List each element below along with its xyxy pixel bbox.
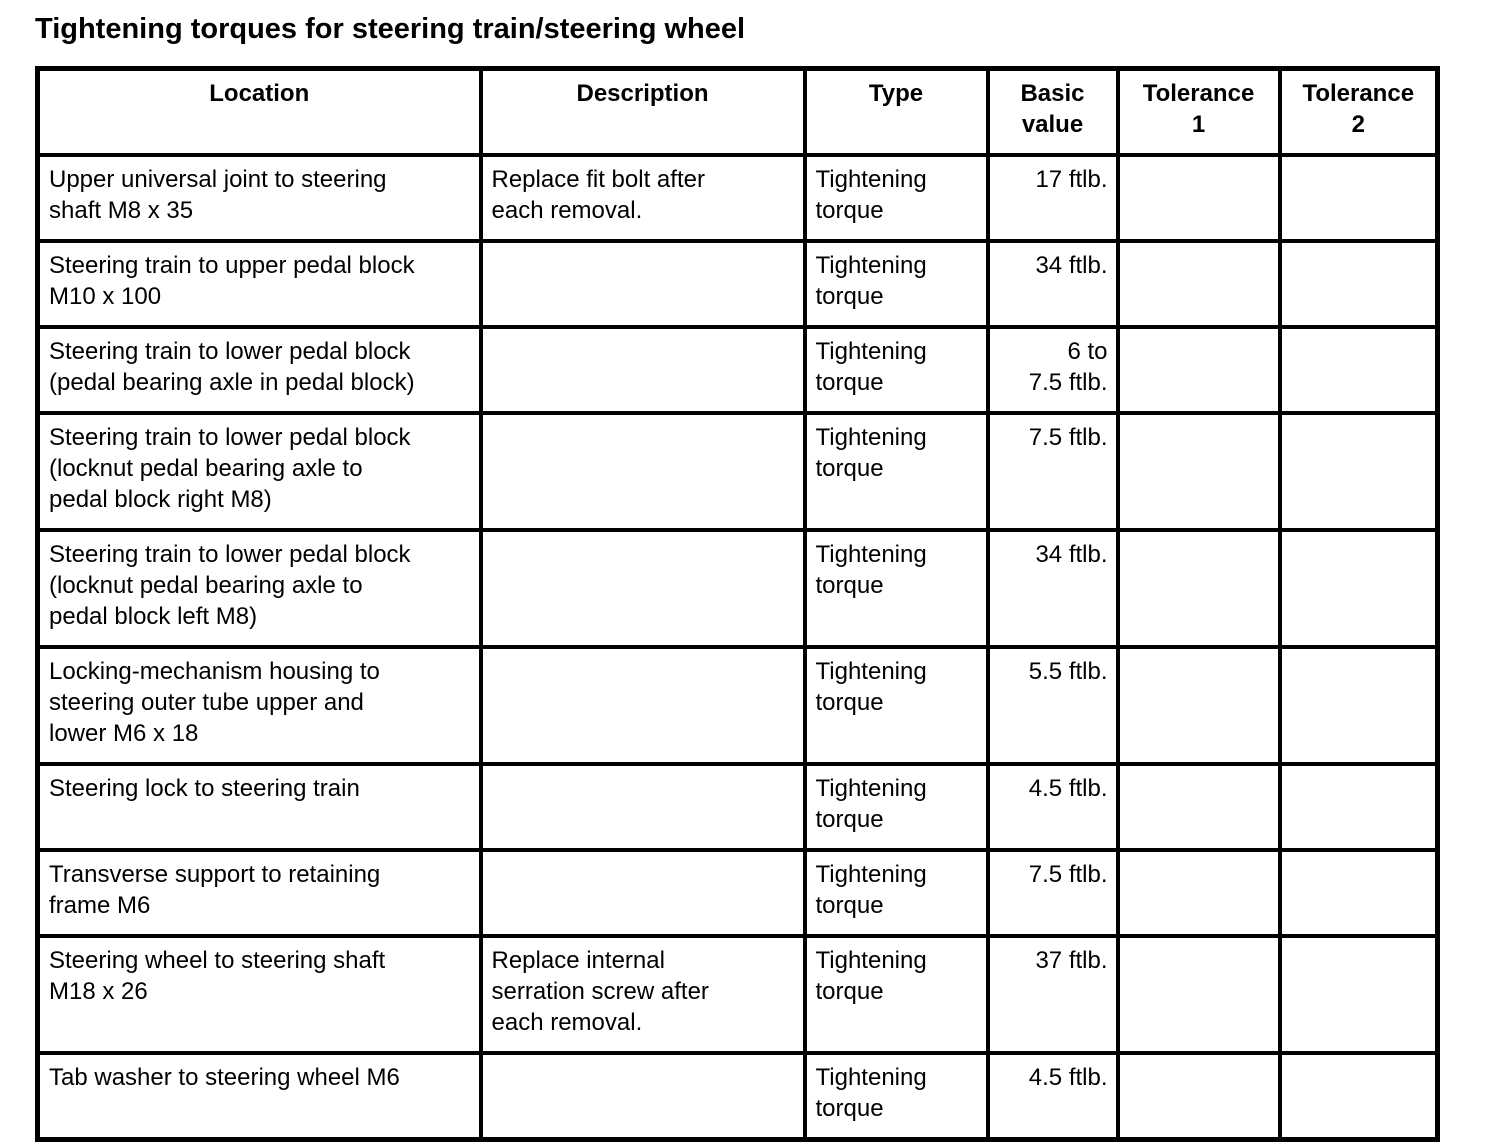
cell-description: [478, 761, 807, 852]
cell-type: Tightening torque: [802, 847, 990, 938]
cell-tolerance-2: [1277, 527, 1440, 649]
col-header-type: Type: [802, 66, 990, 157]
cell-type: Tightening torque: [802, 152, 990, 243]
table-row: Upper universal joint to steering shaft …: [35, 152, 1440, 243]
cell-tolerance-1: [1115, 644, 1282, 766]
cell-type: Tightening torque: [802, 324, 990, 415]
cell-type: Tightening torque: [802, 1050, 990, 1141]
cell-basic-value: 6 to 7.5 ftlb.: [985, 324, 1120, 415]
cell-tolerance-1: [1115, 527, 1282, 649]
cell-basic-value: 34 ftlb.: [985, 238, 1120, 329]
cell-type: Tightening torque: [802, 761, 990, 852]
cell-type: Tightening torque: [802, 238, 990, 329]
cell-basic-value: 4.5 ftlb.: [985, 1050, 1120, 1141]
cell-tolerance-2: [1277, 847, 1440, 938]
cell-tolerance-1: [1115, 152, 1282, 243]
cell-basic-value: 4.5 ftlb.: [985, 761, 1120, 852]
cell-basic-value: 7.5 ftlb.: [985, 847, 1120, 938]
table-row: Steering wheel to steering shaft M18 x 2…: [35, 933, 1440, 1055]
cell-tolerance-2: [1277, 1050, 1440, 1141]
cell-description: [478, 324, 807, 415]
cell-description: [478, 644, 807, 766]
cell-tolerance-1: [1115, 1050, 1282, 1141]
header-row: Location Description Type Basic value To…: [35, 66, 1440, 157]
cell-basic-value: 5.5 ftlb.: [985, 644, 1120, 766]
cell-description: [478, 410, 807, 532]
col-header-location: Location: [35, 66, 483, 157]
cell-tolerance-1: [1115, 761, 1282, 852]
cell-tolerance-1: [1115, 410, 1282, 532]
cell-location: Steering lock to steering train: [35, 761, 483, 852]
cell-tolerance-2: [1277, 644, 1440, 766]
cell-tolerance-1: [1115, 238, 1282, 329]
cell-basic-value: 37 ftlb.: [985, 933, 1120, 1055]
col-header-tolerance-2: Tolerance 2: [1277, 66, 1440, 157]
table-row: Tab washer to steering wheel M6 Tightenin…: [35, 1050, 1440, 1141]
cell-description: [478, 847, 807, 938]
cell-location: Steering train to lower pedal block (ped…: [35, 324, 483, 415]
cell-tolerance-1: [1115, 847, 1282, 938]
cell-tolerance-2: [1277, 410, 1440, 532]
table-row: Steering train to upper pedal block M10 …: [35, 238, 1440, 329]
cell-type: Tightening torque: [802, 933, 990, 1055]
cell-description: Replace fit bolt after each removal.: [478, 152, 807, 243]
cell-tolerance-1: [1115, 324, 1282, 415]
cell-location: Steering train to upper pedal block M10 …: [35, 238, 483, 329]
cell-tolerance-2: [1277, 761, 1440, 852]
cell-location: Upper universal joint to steering shaft …: [35, 152, 483, 243]
cell-type: Tightening torque: [802, 410, 990, 532]
cell-location: Steering train to lower pedal block (loc…: [35, 410, 483, 532]
cell-basic-value: 34 ftlb.: [985, 527, 1120, 649]
table-row: Locking-mechanism housing to steering ou…: [35, 644, 1440, 766]
table-body: Upper universal joint to steering shaft …: [35, 152, 1440, 1141]
table-row: Steering train to lower pedal block (ped…: [35, 324, 1440, 415]
cell-location: Steering train to lower pedal block (loc…: [35, 527, 483, 649]
cell-type: Tightening torque: [802, 644, 990, 766]
cell-basic-value: 7.5 ftlb.: [985, 410, 1120, 532]
cell-tolerance-1: [1115, 933, 1282, 1055]
col-header-description: Description: [478, 66, 807, 157]
cell-tolerance-2: [1277, 238, 1440, 329]
cell-tolerance-2: [1277, 933, 1440, 1055]
table-row: Steering train to lower pedal block (loc…: [35, 527, 1440, 649]
page-title: Tightening torques for steering train/st…: [35, 13, 746, 45]
cell-location: Steering wheel to steering shaft M18 x 2…: [35, 933, 483, 1055]
table-row: Steering lock to steering train Tightenin…: [35, 761, 1440, 852]
cell-tolerance-2: [1277, 152, 1440, 243]
col-header-tolerance-1: Tolerance 1: [1115, 66, 1282, 157]
cell-description: [478, 527, 807, 649]
cell-location: Transverse support to retaining frame M6: [35, 847, 483, 938]
cell-description: [478, 238, 807, 329]
cell-location: Tab washer to steering wheel M6: [35, 1050, 483, 1141]
cell-location: Locking-mechanism housing to steering ou…: [35, 644, 483, 766]
cell-description: Replace internal serration screw after e…: [478, 933, 807, 1055]
cell-description: [478, 1050, 807, 1141]
cell-type: Tightening torque: [802, 527, 990, 649]
torque-table: Location Description Type Basic value To…: [35, 66, 1440, 1142]
table-row: Steering train to lower pedal block (loc…: [35, 410, 1440, 532]
cell-basic-value: 17 ftlb.: [985, 152, 1120, 243]
cell-tolerance-2: [1277, 324, 1440, 415]
table-row: Transverse support to retaining frame M6…: [35, 847, 1440, 938]
col-header-basic-value: Basic value: [985, 66, 1120, 157]
